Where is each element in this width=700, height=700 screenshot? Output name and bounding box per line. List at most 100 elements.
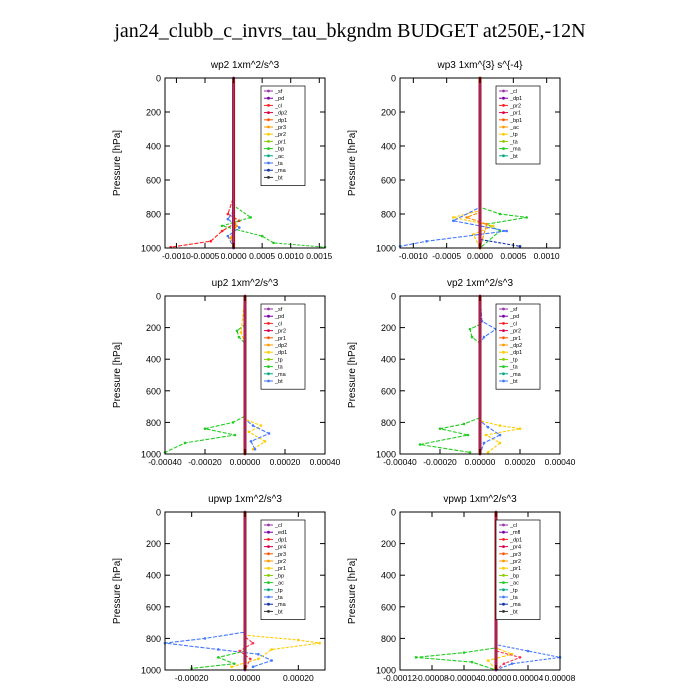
legend-label: _ac xyxy=(274,581,284,587)
legend-label: _ac xyxy=(509,125,519,131)
legend-label: _pr1 xyxy=(509,566,521,572)
series-point xyxy=(237,226,241,229)
legend-label: _cl xyxy=(509,523,517,529)
series-point xyxy=(247,430,251,434)
series-line xyxy=(191,512,246,669)
legend-label: _dp1 xyxy=(274,537,287,543)
legend-label: _ta xyxy=(509,595,519,601)
y-tick-label: 400 xyxy=(146,571,161,581)
series-point xyxy=(452,219,455,223)
series-point xyxy=(468,451,472,454)
y-tick-label: 200 xyxy=(146,539,161,549)
legend-label: _ed1 xyxy=(274,530,287,536)
panel-title: wp2 1xm^2/s^3 xyxy=(210,60,280,71)
legend-label: _cl xyxy=(274,103,282,109)
y-tick-label: 1000 xyxy=(141,244,161,254)
legend-label: _pr1 xyxy=(274,139,286,145)
series-point xyxy=(465,216,468,219)
legend-marker xyxy=(502,140,505,143)
series-point xyxy=(253,447,257,451)
legend-label: _cl xyxy=(509,321,517,327)
series-point xyxy=(470,660,474,664)
legend-marker xyxy=(267,89,270,93)
legend-marker xyxy=(267,365,270,368)
series-point xyxy=(231,421,235,424)
legend-marker xyxy=(502,147,505,151)
plot-frame xyxy=(164,77,326,249)
legend-marker xyxy=(502,523,505,527)
series-point xyxy=(505,229,508,233)
legend-label: _sf xyxy=(509,307,518,313)
series-point xyxy=(203,427,207,431)
legend-marker xyxy=(267,176,270,179)
legend-marker xyxy=(267,566,270,570)
legend-marker xyxy=(267,154,270,158)
legend-marker xyxy=(267,307,270,311)
series-point xyxy=(251,424,255,427)
series-point xyxy=(220,224,224,228)
legend-label: _pr2 xyxy=(274,559,286,565)
series-point xyxy=(238,649,241,653)
y-tick-label: 400 xyxy=(381,571,396,581)
series-point xyxy=(486,425,490,429)
series-point xyxy=(297,638,300,642)
series-point xyxy=(482,441,486,445)
series-point xyxy=(229,236,233,240)
x-tick-label: 0.00004 xyxy=(513,673,544,683)
y-tick-label: 200 xyxy=(146,323,161,333)
y-tick-label: 0 xyxy=(156,74,161,84)
series-point xyxy=(486,451,490,454)
x-tick-label: 0.00020 xyxy=(505,457,536,467)
series-point xyxy=(267,432,271,435)
panel-title: vp2 1xm^2/s^3 xyxy=(447,278,514,289)
y-tick-label: 600 xyxy=(146,602,161,612)
legend-marker xyxy=(267,96,270,100)
panel-5: upwp 1xm^2/s^3 Pressure [hPa] 0 200 400 600 80… xyxy=(112,494,326,683)
series-point xyxy=(518,656,522,659)
legend-marker xyxy=(267,523,270,527)
y-tick-label: 0 xyxy=(391,74,396,84)
x-tick-label: -0.0005 xyxy=(432,251,461,261)
legend-marker xyxy=(267,545,270,548)
legend-marker xyxy=(267,343,270,347)
legend-marker xyxy=(267,358,270,361)
plot-frame xyxy=(399,511,561,671)
series-point xyxy=(510,662,514,665)
y-tick-label: 400 xyxy=(381,355,396,365)
x-tick-label: 0.0000 xyxy=(221,251,247,261)
legend-marker xyxy=(267,161,270,165)
legend-label: _bt xyxy=(509,154,518,160)
legend-label: _bt xyxy=(509,609,518,615)
y-tick-label: 1000 xyxy=(376,244,396,254)
panel-1: wp2 1xm^2/s^3 Pressure [hPa] 0 200 400 600 800… xyxy=(112,60,333,261)
legend-marker xyxy=(502,545,505,548)
y-tick-label: 1000 xyxy=(376,450,396,460)
series-point xyxy=(230,665,233,669)
legend-label: _dp2 xyxy=(274,343,287,349)
legend-label: _cl xyxy=(274,523,282,529)
x-tick-label: -0.0010 xyxy=(399,251,428,261)
legend-marker xyxy=(502,552,505,556)
y-axis-label: Pressure [hPa] xyxy=(347,342,358,408)
legend-label: _pr2 xyxy=(274,132,286,138)
series-point xyxy=(260,234,264,238)
y-tick-label: 0 xyxy=(391,508,396,518)
x-tick-label: -0.00020 xyxy=(188,457,222,467)
legend-label: _ta xyxy=(509,365,519,371)
x-tick-label: 0.00040 xyxy=(545,457,576,467)
panel-title: up2 1xm^2/s^3 xyxy=(212,278,279,289)
y-tick-label: 200 xyxy=(381,108,396,118)
y-tick-label: 800 xyxy=(381,634,396,644)
legend-label: _pr3 xyxy=(274,125,286,131)
series-point xyxy=(239,331,243,334)
legend-label: _pr2 xyxy=(274,329,286,335)
legend-label: _pr3 xyxy=(509,552,521,558)
y-tick-label: 200 xyxy=(381,539,396,549)
legend-marker xyxy=(267,125,270,129)
x-tick-label: 0.00020 xyxy=(283,673,314,683)
series-point xyxy=(233,433,237,437)
series-point xyxy=(249,440,253,443)
series-point xyxy=(251,665,255,669)
x-tick-label: 0.00000 xyxy=(465,457,496,467)
